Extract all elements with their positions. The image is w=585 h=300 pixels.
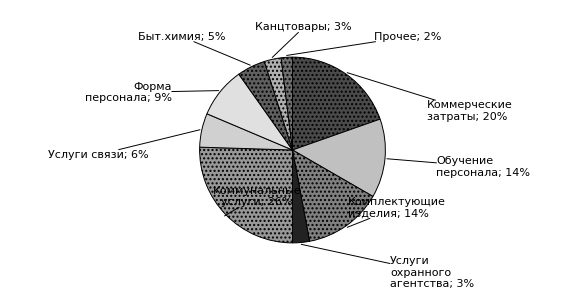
Wedge shape	[292, 57, 380, 150]
Text: Услуги связи; 6%: Услуги связи; 6%	[48, 130, 200, 160]
Text: Коммерческие
затраты; 20%: Коммерческие затраты; 20%	[347, 73, 513, 122]
Wedge shape	[199, 147, 292, 243]
Text: Комплектующие
изделия; 14%: Комплектующие изделия; 14%	[347, 197, 446, 227]
Wedge shape	[199, 114, 292, 150]
Text: Форма
персонала; 9%: Форма персонала; 9%	[85, 82, 219, 103]
Wedge shape	[292, 150, 309, 243]
Wedge shape	[239, 61, 292, 150]
Text: Быт.химия; 5%: Быт.химия; 5%	[138, 32, 250, 65]
Text: Прочее; 2%: Прочее; 2%	[287, 32, 442, 56]
Text: Услуги
охранного
агентства; 3%: Услуги охранного агентства; 3%	[301, 244, 474, 289]
Wedge shape	[292, 119, 386, 196]
Text: Канцтовары; 3%: Канцтовары; 3%	[255, 22, 352, 58]
Wedge shape	[281, 57, 292, 150]
Wedge shape	[264, 58, 292, 150]
Text: Обучение
персонала; 14%: Обучение персонала; 14%	[387, 156, 531, 178]
Text: Коммунальные
услуги; 26%: Коммунальные услуги; 26%	[213, 186, 301, 216]
Wedge shape	[207, 74, 292, 150]
Wedge shape	[292, 150, 373, 241]
